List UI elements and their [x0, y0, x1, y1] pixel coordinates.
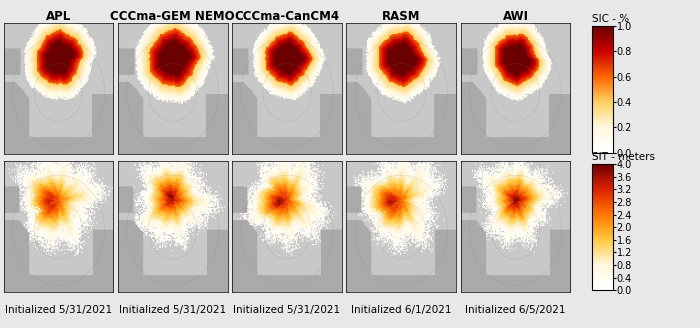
Text: Initialized 5/31/2021: Initialized 5/31/2021 — [233, 305, 341, 315]
Text: Initialized 6/1/2021: Initialized 6/1/2021 — [351, 305, 452, 315]
Text: Initialized 5/31/2021: Initialized 5/31/2021 — [119, 305, 226, 315]
Text: Initialized 5/31/2021: Initialized 5/31/2021 — [5, 305, 112, 315]
Title: APL: APL — [46, 10, 71, 23]
Text: SIC - %: SIC - % — [592, 14, 629, 24]
Title: RASM: RASM — [382, 10, 421, 23]
Text: SIT - meters: SIT - meters — [592, 152, 654, 162]
Text: Initialized 6/5/2021: Initialized 6/5/2021 — [466, 305, 566, 315]
Title: AWI: AWI — [503, 10, 528, 23]
Title: CCCma-CanCM4: CCCma-CanCM4 — [234, 10, 340, 23]
Title: CCCma-GEM NEMO: CCCma-GEM NEMO — [111, 10, 235, 23]
